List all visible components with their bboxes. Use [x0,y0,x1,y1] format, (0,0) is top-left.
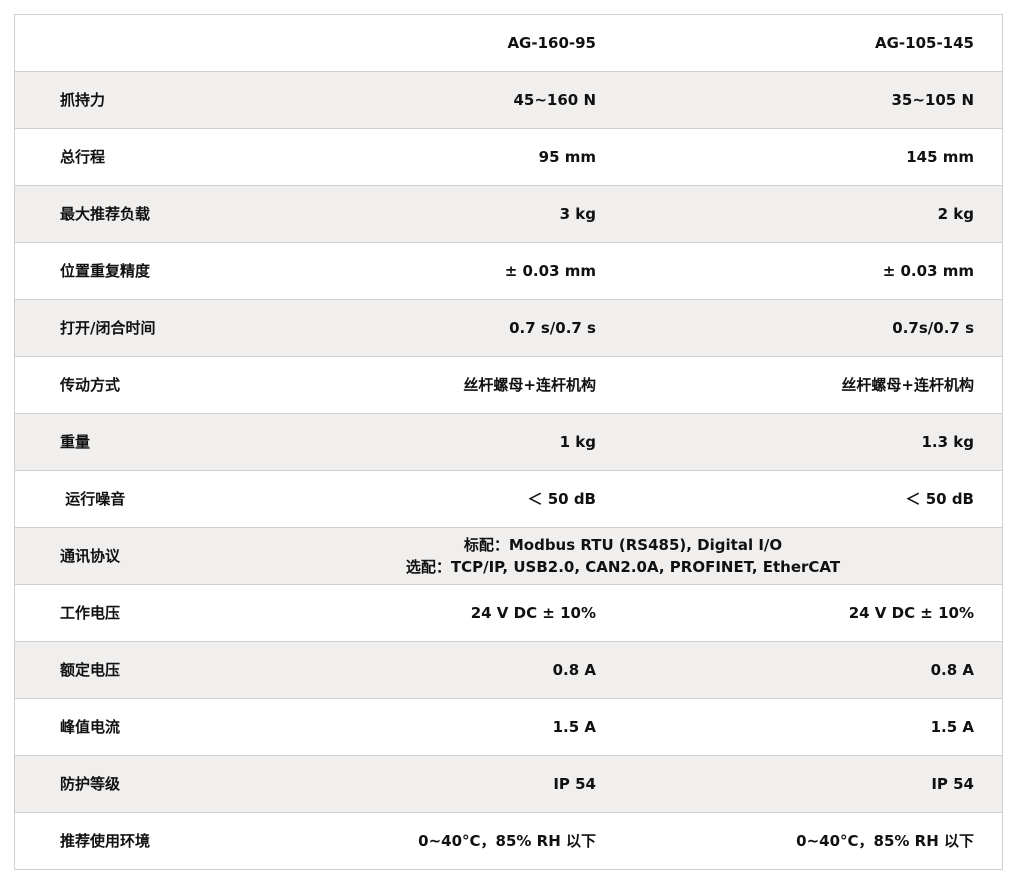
model-1-value: ± 0.03 mm [504,262,596,280]
table-row: 重量 1 kg 1.3 kg [15,414,1002,471]
model-2-value: 0~40°C，85% RH 以下 [796,832,974,850]
table-row: 总行程 95 mm 145 mm [15,129,1002,186]
row-label: 最大推荐负载 [60,205,151,223]
row-label: 峰值电流 [60,718,121,736]
table-row: 传动方式 丝杆螺母+连杆机构 丝杆螺母+连杆机构 [15,357,1002,414]
model-1-value: 45~160 N [513,91,596,109]
model-1-value: 95 mm [538,148,596,166]
table-row: 打开/闭合时间 0.7 s/0.7 s 0.7s/0.7 s [15,300,1002,357]
model-2-value: ＜ 50 dB [905,490,975,508]
row-label: 额定电压 [60,661,121,679]
model-2-header: AG-105-145 [875,34,974,52]
row-label: 传动方式 [60,376,121,394]
row-label: 位置重复精度 [60,262,151,280]
row-label: 防护等级 [60,775,121,793]
table-row: 额定电压 0.8 A 0.8 A [15,642,1002,699]
row-label: 工作电压 [60,604,121,622]
model-2-value: 35~105 N [891,91,974,109]
model-2-value: 1.3 kg [921,433,974,451]
model-1-value: 1 kg [559,433,596,451]
model-2-value: 145 mm [906,148,974,166]
model-2-value: 丝杆螺母+连杆机构 [841,376,974,394]
model-1-value: ＜ 50 dB [527,490,597,508]
spec-table: AG-160-95 AG-105-145 抓持力 45~160 N 35~105 N… [14,14,1003,870]
model-2-value: IP 54 [931,775,974,793]
table-row: 位置重复精度 ± 0.03 mm ± 0.03 mm [15,243,1002,300]
merged-value: 标配：Modbus RTU (RS485), Digital I/O 选配：TCP… [315,534,931,578]
table-row: 防护等级 IP 54 IP 54 [15,756,1002,813]
model-1-value: 0~40°C，85% RH 以下 [418,832,596,850]
model-2-value: 2 kg [937,205,974,223]
row-label: 通讯协议 [60,547,121,565]
model-1-value: IP 54 [553,775,596,793]
model-1-header: AG-160-95 [507,34,596,52]
merged-line: 标配：Modbus RTU (RS485), Digital I/O [463,536,783,554]
model-2-value: 24 V DC ± 10% [848,604,974,622]
table-row: 工作电压 24 V DC ± 10% 24 V DC ± 10% [15,585,1002,642]
row-label: 推荐使用环境 [60,832,151,850]
row-label: 总行程 [60,148,106,166]
model-1-value: 丝杆螺母+连杆机构 [463,376,596,394]
table-row: 运行噪音 ＜ 50 dB ＜ 50 dB [15,471,1002,528]
row-label: 重量 [60,433,91,451]
row-label: 抓持力 [60,91,106,109]
merged-line: 选配：TCP/IP, USB2.0, CAN2.0A, PROFINET, Et… [405,558,841,576]
model-1-value: 24 V DC ± 10% [470,604,596,622]
header-row: AG-160-95 AG-105-145 [15,15,1002,72]
model-1-value: 3 kg [559,205,596,223]
table-row: 抓持力 45~160 N 35~105 N [15,72,1002,129]
model-1-value: 1.5 A [552,718,596,736]
model-1-value: 0.8 A [552,661,596,679]
model-2-value: 0.8 A [930,661,974,679]
row-label: 打开/闭合时间 [60,319,156,337]
table-row: 通讯协议 标配：Modbus RTU (RS485), Digital I/O 选配… [15,528,1002,585]
model-1-value: 0.7 s/0.7 s [509,319,596,337]
model-2-value: ± 0.03 mm [882,262,974,280]
row-label: 运行噪音 [60,490,126,508]
model-2-value: 1.5 A [930,718,974,736]
table-row: 最大推荐负载 3 kg 2 kg [15,186,1002,243]
table-row: 峰值电流 1.5 A 1.5 A [15,699,1002,756]
model-2-value: 0.7s/0.7 s [892,319,974,337]
table-row: 推荐使用环境 0~40°C，85% RH 以下 0~40°C，85% RH 以下 [15,813,1002,870]
